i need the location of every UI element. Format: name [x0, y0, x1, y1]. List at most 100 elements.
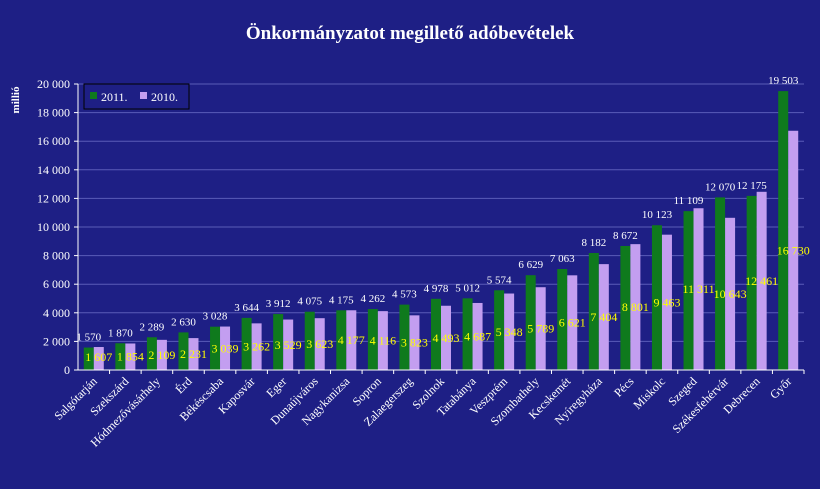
- y-tick-label: 0: [64, 363, 70, 377]
- data-label-2010: 11 311: [682, 282, 714, 296]
- data-label-2011: 8 672: [613, 230, 638, 242]
- data-label-2011: 8 182: [581, 237, 606, 249]
- x-tick-label: Miskolc: [630, 374, 668, 412]
- x-tick-label: Eger: [263, 374, 289, 400]
- bar-2011: [83, 347, 94, 370]
- y-tick-label: 20 000: [37, 77, 70, 91]
- bar-2011: [273, 314, 284, 370]
- bar-2010: [125, 343, 136, 370]
- y-tick-label: 12 000: [37, 191, 70, 205]
- bar-2010: [693, 208, 704, 370]
- bar-2011: [715, 197, 726, 370]
- bar-2011: [241, 317, 252, 370]
- bar-2011: [746, 195, 757, 370]
- bar-2011: [620, 245, 631, 370]
- bar-2011: [210, 326, 221, 370]
- data-label-2010: 3 039: [212, 341, 239, 355]
- y-tick-label: 18 000: [37, 106, 70, 120]
- data-label-2010: 8 801: [622, 300, 649, 314]
- data-label-2011: 2 289: [140, 321, 165, 333]
- bar-2010: [756, 191, 767, 370]
- data-label-2011: 12 070: [705, 181, 736, 193]
- bar-2010: [188, 338, 199, 370]
- data-label-2011: 5 574: [487, 274, 512, 286]
- data-label-2010: 16 730: [777, 243, 810, 257]
- bar-2011: [557, 268, 568, 370]
- data-label-2010: 4 687: [464, 329, 491, 343]
- legend-box: [83, 83, 190, 110]
- data-label-2011: 4 075: [297, 296, 322, 308]
- y-tick-label: 4 000: [43, 306, 70, 320]
- data-label-2011: 1 570: [76, 332, 101, 344]
- y-tick-label: 6 000: [43, 277, 70, 291]
- data-label-2010: 2 231: [180, 347, 207, 361]
- legend: 2011. 2010.: [83, 83, 190, 110]
- bar-2010: [661, 234, 672, 370]
- data-label-2010: 9 463: [653, 295, 680, 309]
- y-tick-label: 10 000: [37, 220, 70, 234]
- bar-2011: [651, 225, 662, 370]
- data-label-2010: 4 116: [370, 334, 397, 348]
- data-label-2011: 4 978: [424, 283, 449, 295]
- bar-2011: [146, 337, 157, 370]
- x-tick-label: Győr: [767, 374, 794, 401]
- data-label-2011: 4 175: [329, 294, 354, 306]
- bar-2010: [630, 244, 641, 370]
- bar-2011: [399, 304, 410, 370]
- data-label-2011: 1 870: [108, 327, 133, 339]
- bar-2010: [567, 275, 578, 370]
- data-label-2011: 6 629: [518, 259, 543, 271]
- data-label-2010: 3 262: [243, 340, 270, 354]
- data-label-2010: 3 529: [275, 338, 302, 352]
- bar-2011: [462, 298, 473, 370]
- data-label-2010: 1 854: [117, 350, 144, 364]
- bar-2010: [220, 326, 231, 370]
- data-label-2011: 4 573: [392, 289, 417, 301]
- y-tick-label: 2 000: [43, 334, 70, 348]
- data-label-2011: 7 063: [550, 253, 575, 265]
- bar-2010: [409, 315, 420, 370]
- bar-2010: [251, 323, 262, 370]
- bar-2011: [178, 332, 189, 370]
- bar-2011: [778, 91, 789, 370]
- legend-swatch-2011: [90, 92, 97, 99]
- data-label-2011: 3 028: [203, 311, 228, 323]
- bar-2010: [535, 287, 546, 370]
- data-label-2010: 5 348: [496, 325, 523, 339]
- bar-2010: [598, 264, 609, 370]
- legend-label-2010: 2010.: [151, 90, 178, 104]
- data-label-2011: 3 912: [266, 298, 291, 310]
- data-label-2010: 10 643: [714, 287, 747, 301]
- bar-2010: [472, 302, 483, 370]
- x-tick-label: Pécs: [611, 374, 637, 400]
- bars: [83, 91, 799, 370]
- bar-2010: [283, 319, 294, 370]
- bar-2010: [788, 130, 799, 370]
- legend-label-2011: 2011.: [101, 90, 128, 104]
- gridlines: [78, 83, 804, 342]
- y-tick-label: 8 000: [43, 249, 70, 263]
- data-label-2010: 7 404: [590, 310, 617, 324]
- y-axis-label: millió: [10, 86, 22, 113]
- bar-2010: [346, 310, 357, 370]
- data-label-2011: 19 503: [768, 75, 799, 87]
- data-label-2010: 1 607: [85, 350, 112, 364]
- x-tick-label: Salgótarján: [51, 374, 100, 423]
- bar-2011: [431, 298, 441, 370]
- data-label-2010: 4 493: [433, 331, 460, 345]
- data-label-2010: 12 461: [745, 274, 778, 288]
- bar-2011: [336, 310, 347, 370]
- bar-2011: [367, 309, 378, 370]
- data-label-2011: 5 012: [455, 282, 480, 294]
- bar-2010: [377, 311, 388, 370]
- bar-2010: [156, 339, 167, 370]
- data-label-2011: 2 630: [171, 316, 196, 328]
- x-tick-label: Érd: [172, 374, 194, 396]
- bar-2010: [93, 347, 104, 370]
- axes: 0 2 000 4 000 6 000 8 000 10 000 12 000 14 000 1…: [37, 77, 805, 377]
- data-label-2010: 3 623: [306, 337, 333, 351]
- bar-2011: [304, 311, 315, 370]
- data-label-2011: 11 109: [674, 195, 704, 207]
